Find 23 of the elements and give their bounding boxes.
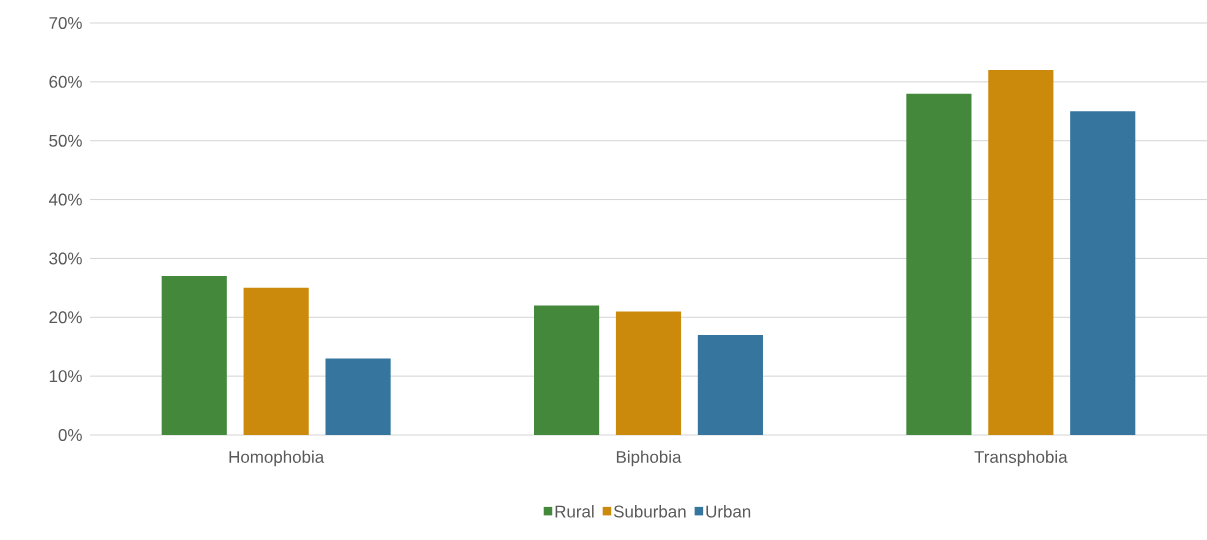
y-tick-label: 0% — [58, 429, 82, 441]
y-tick-label: 30% — [49, 252, 82, 265]
y-tick-label: 60% — [49, 75, 82, 88]
legend-label: Urban — [706, 505, 751, 518]
bar — [161, 276, 227, 435]
bar — [906, 93, 972, 435]
legend-label: Suburban — [613, 505, 686, 518]
x-tick-label: Homophobia — [229, 450, 325, 467]
bar — [988, 70, 1054, 435]
bar — [1070, 111, 1136, 435]
legend-label: Rural — [555, 505, 594, 518]
bar — [243, 287, 309, 435]
bar — [615, 311, 682, 435]
y-tick-label: 20% — [49, 311, 82, 324]
bar — [325, 358, 391, 435]
y-tick-label: 40% — [48, 193, 82, 206]
x-tick-label: Biphobia — [616, 450, 682, 467]
bar — [697, 334, 763, 435]
bar — [534, 305, 600, 435]
y-tick-label: 50% — [49, 134, 82, 147]
y-tick-label: 70% — [49, 17, 82, 29]
y-tick-label: 10% — [49, 370, 82, 383]
x-tick-label: Transphobia — [974, 450, 1068, 467]
